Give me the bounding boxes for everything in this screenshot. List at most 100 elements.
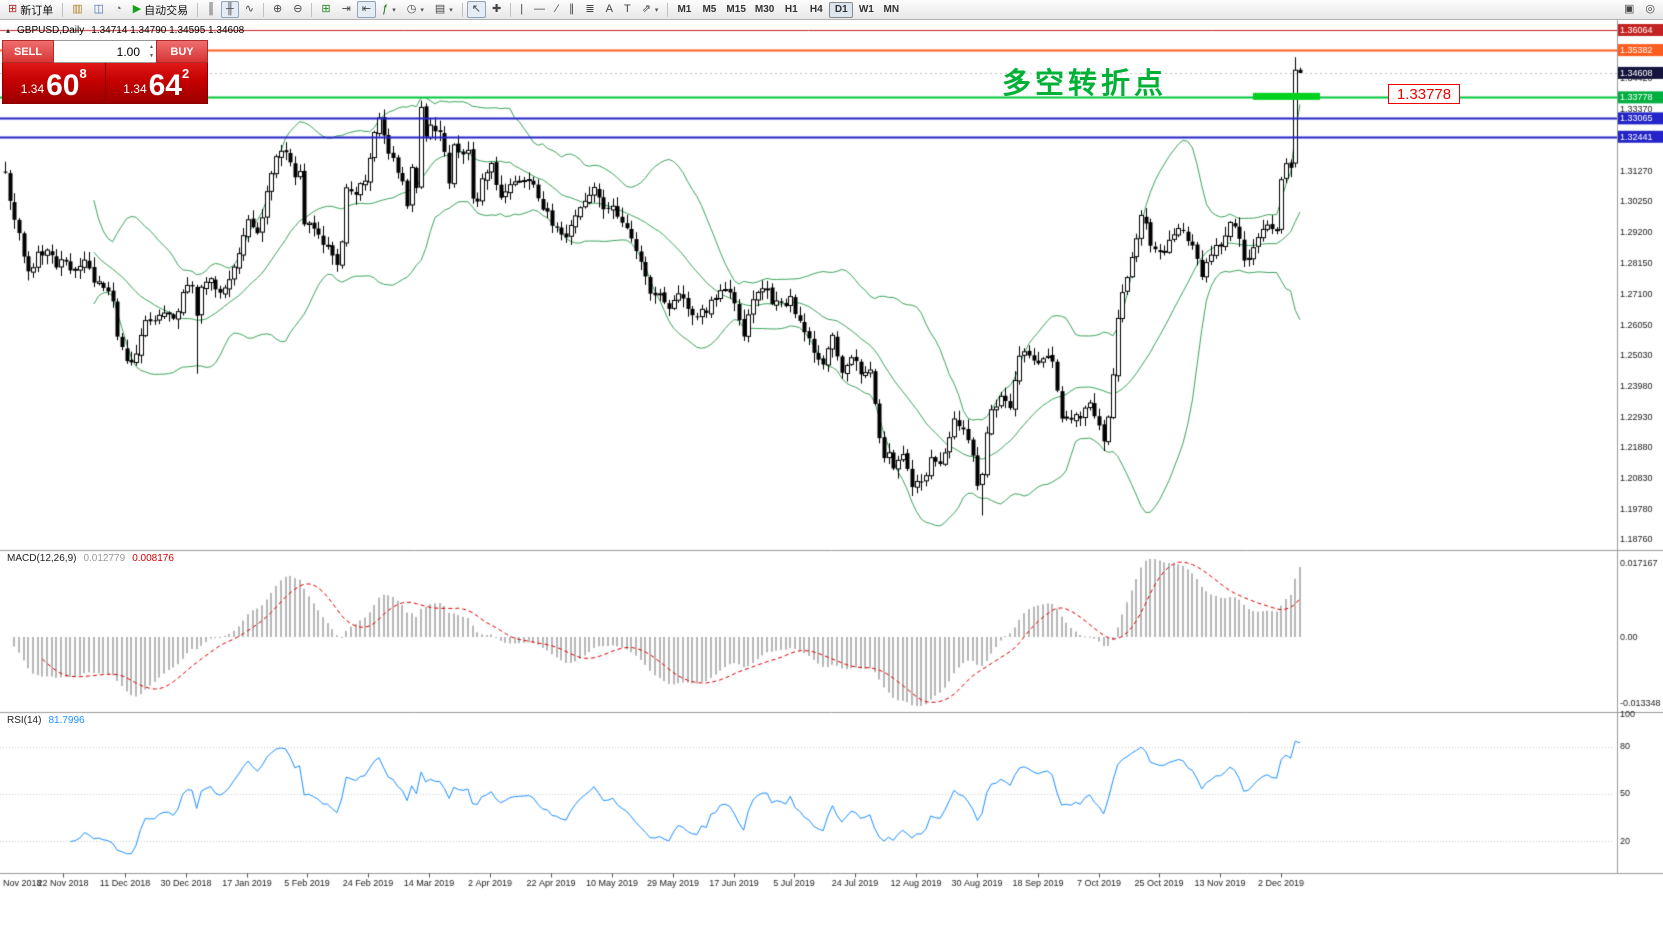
templates-button[interactable]: ▤ ▾ bbox=[430, 1, 458, 18]
macd-main-value: 0.012779 bbox=[83, 553, 126, 564]
trendline-button[interactable]: ∕ bbox=[551, 1, 563, 18]
bid-price-point: 8 bbox=[79, 66, 87, 81]
tile-windows-icon: ⊞ bbox=[321, 3, 331, 15]
toolbar-separator bbox=[311, 2, 313, 17]
fibonacci-button[interactable]: ≣ bbox=[580, 1, 599, 18]
docking-icon: ◎ bbox=[1645, 3, 1655, 15]
alerts-button[interactable]: ◔ bbox=[110, 1, 127, 18]
new-order-button[interactable]: ⊞ 新订单 bbox=[3, 1, 58, 18]
periods-button[interactable]: ◷ ▾ bbox=[402, 1, 429, 18]
chart-marker-icon: ▴ bbox=[6, 26, 11, 35]
rsi-value: 81.7996 bbox=[48, 715, 85, 726]
toolbar-separator bbox=[510, 2, 512, 17]
vertical-line-icon: | bbox=[520, 3, 524, 15]
chart-annotation-text[interactable]: 多空转折点 bbox=[1002, 68, 1168, 100]
window-list-button[interactable]: ▣ bbox=[1619, 1, 1639, 18]
indicators-button[interactable]: ƒ ▾ bbox=[377, 1, 401, 18]
arrow-tools-icon: ⇗ bbox=[641, 3, 651, 15]
bid-price-pips: 60 bbox=[46, 68, 80, 102]
arrows-button[interactable]: ⇗ ▾ bbox=[637, 1, 664, 18]
timeframe-button-w1[interactable]: W1 bbox=[858, 4, 874, 15]
timeframe-button-h1[interactable]: H1 bbox=[784, 4, 798, 15]
sell-button[interactable]: SELL bbox=[2, 40, 54, 63]
toolbar-separator bbox=[62, 2, 64, 17]
chart-shift-icon: ⇤ bbox=[361, 3, 372, 15]
toolbar: ⊞ 新订单 ▥ ◫ ◔ ▶ 自动交易 ║ ╫ ∿ ⊕ ⊖ ⊞ ⇥ ⇤ ƒ ▾ ◷ ▾ ▤ ▾ ↖ ✚ | — ∕ ∥ ≣ A T ⇗ ▾ M1 M… bbox=[0, 0, 1663, 20]
text-icon: A bbox=[605, 3, 613, 15]
auto-scroll-button[interactable]: ⇥ bbox=[337, 1, 356, 18]
trade-panel-header: SELL 1.00 ▲ ▼ BUY bbox=[2, 40, 208, 63]
trade-panel-prices: 1.34 60 8 1.34 64 2 bbox=[2, 63, 208, 104]
window-list-icon: ▣ bbox=[1623, 3, 1635, 15]
charts-window-button[interactable]: ▥ bbox=[67, 1, 87, 18]
timeframe-button-d1[interactable]: D1 bbox=[829, 1, 854, 18]
symbol-ohlc: 1.34714 1.34790 1.34595 1.34608 bbox=[91, 25, 245, 36]
channel-button[interactable]: ∥ bbox=[564, 1, 580, 18]
periods-icon: ◷ bbox=[406, 3, 417, 15]
macd-label: MACD(12,26,9) 0.012779 0.008176 bbox=[7, 553, 174, 564]
spinner-up-icon[interactable]: ▲ bbox=[149, 44, 154, 50]
ask-price-button[interactable]: 1.34 64 2 bbox=[105, 63, 207, 103]
line-chart-button[interactable]: ∿ bbox=[240, 1, 259, 18]
fibonacci-icon: ≣ bbox=[585, 3, 595, 15]
toolbar-separator bbox=[197, 2, 199, 17]
vertical-line-button[interactable]: | bbox=[515, 1, 528, 18]
buy-button[interactable]: BUY bbox=[156, 40, 208, 63]
profiles-icon: ◫ bbox=[93, 3, 105, 15]
trendline-icon: ∕ bbox=[556, 3, 558, 15]
volume-value: 1.00 bbox=[116, 44, 140, 59]
profiles-button[interactable]: ◫ bbox=[89, 1, 109, 18]
toolbar-separator bbox=[667, 2, 669, 17]
bid-price-prefix: 1.34 bbox=[20, 82, 45, 96]
chart-shift-button[interactable]: ⇤ bbox=[356, 1, 377, 18]
timeframe-button-h4[interactable]: H4 bbox=[809, 4, 823, 15]
zoom-in-button[interactable]: ⊕ bbox=[268, 1, 287, 18]
cursor-icon: ↖ bbox=[471, 3, 481, 15]
text-button[interactable]: A bbox=[601, 1, 618, 18]
templates-icon: ▤ bbox=[434, 3, 446, 15]
zoom-out-icon: ⊖ bbox=[293, 3, 303, 15]
bar-chart-icon: ║ bbox=[207, 3, 215, 15]
auto-scroll-icon: ⇥ bbox=[341, 3, 351, 15]
crosshair-icon: ✚ bbox=[491, 3, 502, 15]
periods-caret-icon: ▾ bbox=[420, 6, 424, 14]
price-chart-canvas[interactable] bbox=[0, 20, 1663, 947]
zoom-out-button[interactable]: ⊖ bbox=[288, 1, 307, 18]
symbol-info: ▴ GBPUSD,Daily 1.34714 1.34790 1.34595 1… bbox=[6, 25, 244, 36]
macd-name: MACD(12,26,9) bbox=[7, 553, 77, 564]
charts-window-icon: ▥ bbox=[72, 3, 83, 15]
docking-button[interactable]: ◎ bbox=[1640, 1, 1660, 18]
timeframe-button-m15[interactable]: M15 bbox=[726, 4, 746, 15]
toolbar-separator bbox=[262, 2, 264, 17]
bar-chart-button[interactable]: ║ bbox=[202, 1, 220, 18]
horizontal-line-button[interactable]: — bbox=[529, 1, 550, 18]
label-button[interactable]: T bbox=[619, 1, 636, 18]
ask-price-prefix: 1.34 bbox=[123, 82, 147, 96]
equidistant-channel-icon: ∥ bbox=[568, 3, 575, 15]
toolbar-separator bbox=[461, 2, 463, 17]
auto-trading-button[interactable]: ▶ 自动交易 bbox=[128, 1, 193, 18]
crosshair-button[interactable]: ✚ bbox=[487, 1, 506, 18]
timeframe-button-m5[interactable]: M5 bbox=[702, 4, 717, 15]
volume-spinner[interactable]: ▲ ▼ bbox=[149, 43, 154, 60]
volume-input[interactable]: 1.00 ▲ ▼ bbox=[54, 40, 156, 63]
tile-windows-button[interactable]: ⊞ bbox=[316, 1, 335, 18]
auto-trading-button-label: 自动交易 bbox=[144, 4, 189, 17]
ask-price-point: 2 bbox=[182, 66, 190, 81]
indicators-caret-icon: ▾ bbox=[392, 6, 396, 14]
symbol-title: GBPUSD,Daily bbox=[17, 25, 85, 36]
timeframe-button-m1[interactable]: M1 bbox=[677, 4, 692, 15]
timeframe-button-mn[interactable]: MN bbox=[883, 4, 900, 15]
timeframe-button-m30[interactable]: M30 bbox=[754, 4, 775, 15]
templates-caret-icon: ▾ bbox=[449, 6, 453, 14]
price-level-label[interactable]: 1.33778 bbox=[1388, 84, 1460, 104]
rsi-name: RSI(14) bbox=[7, 715, 42, 726]
candlestick-chart-button[interactable]: ╫ bbox=[220, 1, 239, 18]
ask-price-pips: 64 bbox=[148, 68, 182, 102]
new-order-icon: ⊞ bbox=[8, 3, 18, 15]
cursor-button[interactable]: ↖ bbox=[466, 1, 486, 18]
rsi-label: RSI(14) 81.7996 bbox=[7, 715, 85, 726]
horizontal-line-icon: — bbox=[534, 3, 546, 15]
spinner-down-icon[interactable]: ▼ bbox=[149, 52, 154, 59]
bid-price-button[interactable]: 1.34 60 8 bbox=[3, 63, 106, 103]
